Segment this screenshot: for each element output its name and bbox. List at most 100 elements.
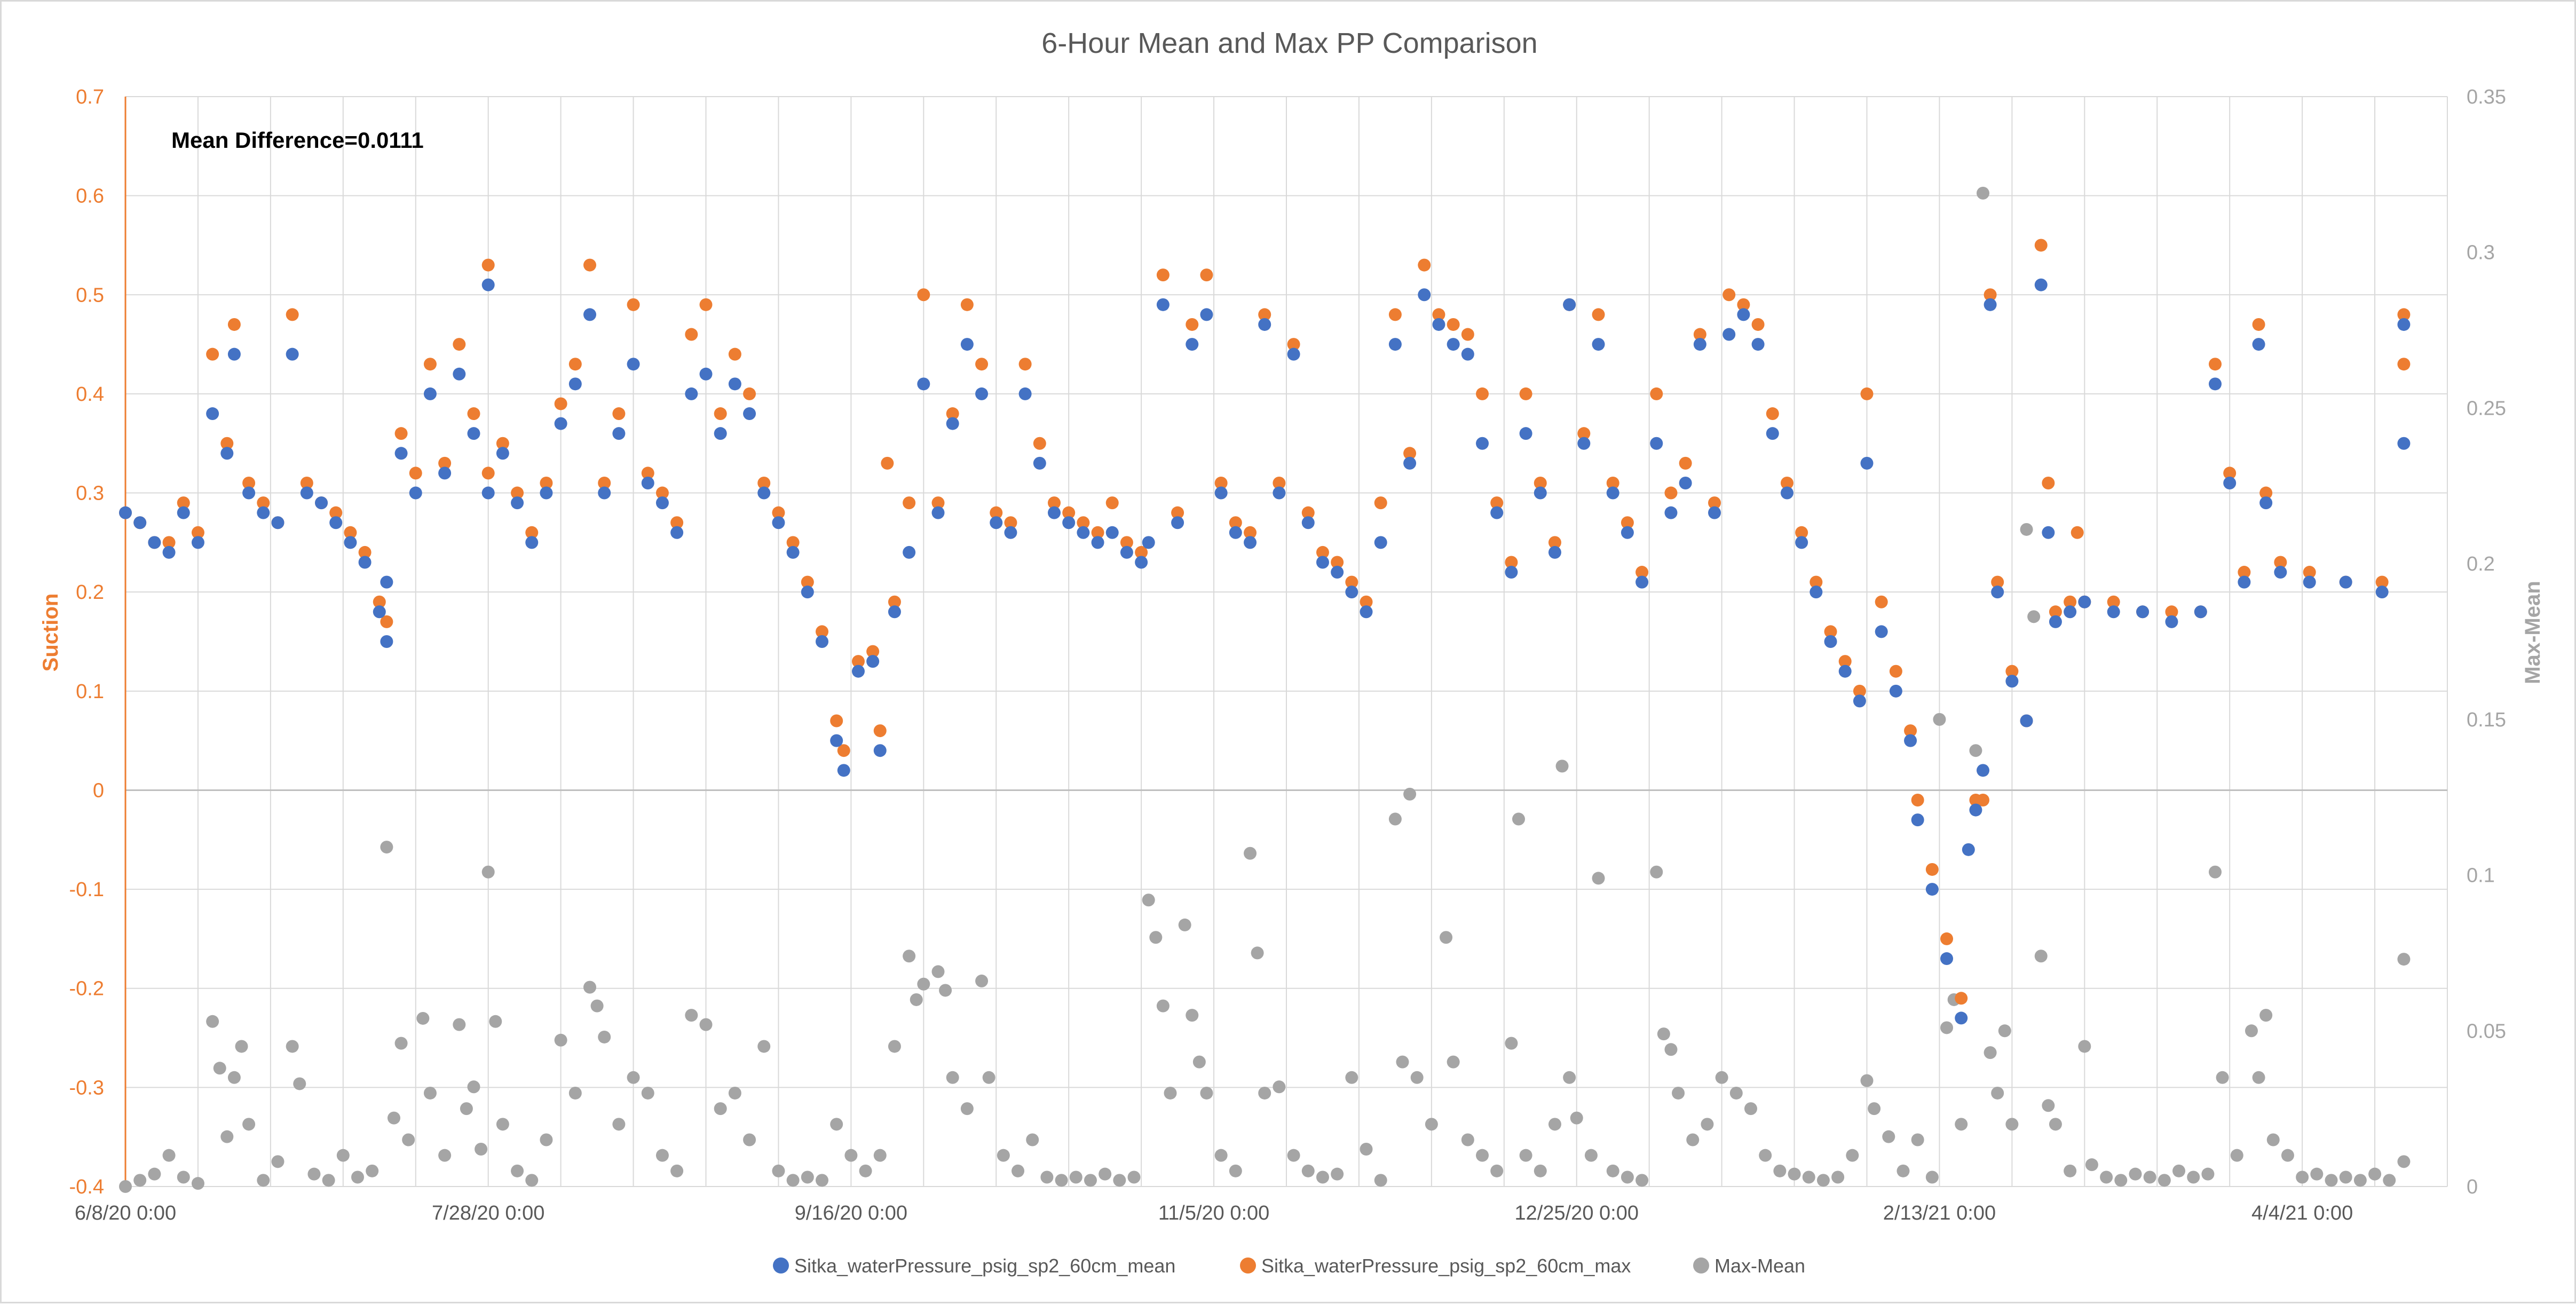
point-mean [1135, 556, 1148, 569]
point-max [2252, 318, 2265, 331]
point-mean [1766, 427, 1779, 440]
legend: Sitka_waterPressure_psig_sp2_60cm_mean S… [773, 1255, 1805, 1277]
point-max-mean [1055, 1174, 1068, 1187]
point-max [286, 308, 299, 321]
point-max-mean [351, 1170, 364, 1184]
point-max-mean [982, 1071, 995, 1084]
point-max-mean [1127, 1170, 1141, 1184]
point-mean [1345, 586, 1358, 599]
point-max [612, 407, 626, 421]
point-mean [1650, 437, 1663, 450]
point-max-mean [1178, 918, 1191, 931]
point-mean [1374, 536, 1387, 549]
point-mean [380, 635, 393, 648]
x-axis-ticks: 6/8/20 0:00 7/28/20 0:00 9/16/20 0:00 11/5/… [75, 1202, 2353, 1224]
point-max-mean [627, 1071, 640, 1084]
point-max [1838, 655, 1852, 668]
point-max-mean [1447, 1055, 1460, 1069]
point-max [1875, 595, 1888, 608]
point-max [2397, 358, 2411, 371]
point-max-mean [133, 1174, 147, 1187]
point-mean [1904, 734, 1917, 747]
point-mean [329, 516, 343, 529]
point-max-mean [1759, 1149, 1772, 1162]
right-tick-label: 0.25 [2467, 397, 2506, 420]
point-max-mean [540, 1133, 553, 1146]
point-max-mean [438, 1149, 452, 1162]
point-max [728, 347, 741, 361]
point-max-mean [511, 1164, 524, 1177]
point-max [1432, 308, 1445, 321]
point-mean [960, 338, 974, 351]
point-max-mean [816, 1174, 828, 1187]
point-mean [380, 575, 393, 589]
point-max [1679, 456, 1692, 470]
point-mean [409, 486, 422, 500]
legend-label-mean: Sitka_waterPressure_psig_sp2_60cm_mean [794, 1255, 1175, 1277]
point-max-mean [467, 1080, 480, 1094]
point-mean [1403, 456, 1417, 470]
point-mean [851, 665, 865, 678]
legend-item-mean[interactable]: Sitka_waterPressure_psig_sp2_60cm_mean [773, 1255, 1175, 1277]
point-mean [453, 367, 466, 381]
point-mean [670, 526, 684, 539]
point-mean [1889, 684, 1902, 698]
point-max [554, 397, 567, 410]
right-axis-title: Max-Mean [2521, 581, 2545, 684]
point-max-mean [1099, 1167, 1112, 1181]
point-max-mean [1214, 1149, 1228, 1162]
point-mean [1679, 476, 1692, 489]
point-mean [1621, 526, 1634, 539]
point-mean [1418, 288, 1431, 302]
point-mean [1301, 516, 1315, 529]
point-mean [786, 545, 800, 559]
point-max [881, 456, 894, 470]
point-max-mean [1635, 1174, 1649, 1187]
point-max-mean [1715, 1071, 1728, 1084]
point-max-mean [1012, 1164, 1025, 1177]
point-max-mean [1490, 1164, 1504, 1177]
point-max [191, 526, 204, 539]
point-max-mean [1396, 1055, 1409, 1069]
point-mean [757, 486, 771, 500]
point-mean [1795, 536, 1808, 549]
point-mean [743, 407, 756, 421]
point-max-mean [1802, 1170, 1815, 1184]
point-mean [1142, 536, 1155, 549]
point-mean [1548, 545, 1561, 559]
point-mean [481, 486, 495, 500]
chart-title: 6-Hour Mean and Max PP Comparison [1041, 27, 1537, 59]
point-max-mean [2259, 1009, 2273, 1022]
point-mean [685, 387, 698, 400]
point-max-mean [227, 1071, 241, 1084]
legend-item-max[interactable]: Sitka_waterPressure_psig_sp2_60cm_max [1240, 1255, 1631, 1277]
point-mean [1780, 486, 1793, 500]
point-max-mean [1686, 1133, 1700, 1146]
point-mean [699, 367, 713, 381]
point-max-mean [1512, 812, 1525, 826]
point-max-mean [293, 1077, 306, 1090]
point-max-mean [1287, 1149, 1300, 1162]
point-max-mean [1374, 1174, 1387, 1187]
point-max-mean [2172, 1164, 2186, 1177]
point-max [1287, 338, 1300, 351]
point-mean [1563, 298, 1576, 311]
point-max [931, 496, 945, 510]
point-max [496, 437, 509, 450]
point-mean [1708, 506, 1721, 519]
point-max-mean [2368, 1167, 2382, 1181]
point-max [866, 645, 880, 658]
legend-item-max-mean[interactable]: Max-Mean [1693, 1255, 1805, 1277]
point-max-mean [1156, 999, 1170, 1013]
point-max [2064, 595, 2077, 608]
point-max-mean [1998, 1024, 2011, 1038]
point-max-mean [583, 980, 596, 994]
left-tick-label: -0.4 [69, 1176, 104, 1198]
point-max-mean [1657, 1027, 1670, 1041]
point-max [2274, 556, 2287, 569]
point-max-mean [2397, 953, 2411, 966]
point-mean [1505, 566, 1518, 579]
x-tick-label: 2/13/21 0:00 [1883, 1202, 1996, 1224]
point-max [685, 328, 698, 341]
